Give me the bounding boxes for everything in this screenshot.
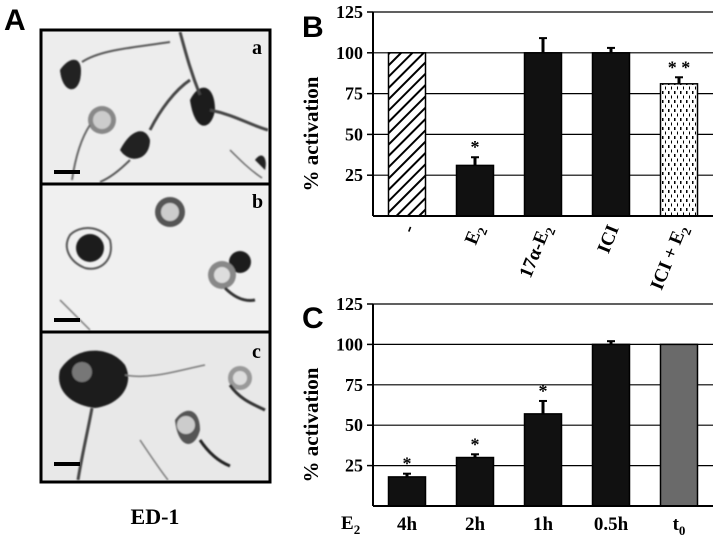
micrograph-a-letter: a xyxy=(252,37,262,59)
chart-b-significance: * * xyxy=(668,57,691,77)
chart-b-bar xyxy=(659,83,699,217)
chart-c-category-label: 1h xyxy=(533,514,554,535)
chart-c-ytick-label: 75 xyxy=(345,375,363,395)
chart-b-bar xyxy=(523,52,563,217)
chart-b-significance: * xyxy=(471,137,480,157)
chart-c-ytick-label: 125 xyxy=(336,294,363,314)
micrograph-b: b xyxy=(39,182,272,334)
chart-b: 25 50 75 100 125 % activation - * E2 17α-E2 ICI * *… xyxy=(299,2,713,294)
chart-b-ylabel: % activation xyxy=(299,76,323,191)
chart-b-category-label: ICI xyxy=(593,222,623,256)
chart-b-category-label: ICI + E2 xyxy=(647,222,695,294)
chart-c-significance: * xyxy=(539,381,548,401)
chart-c-ytick-label: 25 xyxy=(345,456,363,476)
panel-a-caption: ED-1 xyxy=(131,504,180,529)
panel-a-letter: A xyxy=(4,4,26,37)
micrograph-c: c xyxy=(39,330,272,484)
chart-b-ytick-label: 50 xyxy=(345,124,363,144)
chart-c-category-label: 4h xyxy=(397,514,418,535)
panel-c-letter: C xyxy=(302,302,324,335)
chart-c-bar xyxy=(591,343,631,507)
chart-b-bar xyxy=(387,52,427,217)
chart-b-category-label: - xyxy=(398,222,420,236)
chart-b-category-label: E2 xyxy=(461,222,490,249)
chart-c-significance: * xyxy=(471,434,480,454)
chart-c-bar xyxy=(455,456,495,507)
chart-b-ytick-label: 100 xyxy=(336,43,363,63)
chart-c-bar xyxy=(523,413,563,507)
panel-b-letter: B xyxy=(302,11,324,44)
chart-c-category-label: 2h xyxy=(465,514,486,535)
panel-a-micrographs: a b xyxy=(39,28,272,484)
chart-c-category-label: 0.5h xyxy=(594,514,629,535)
micrograph-c-letter: c xyxy=(252,341,261,363)
chart-b-ytick-label: 75 xyxy=(345,84,363,104)
micrograph-b-letter: b xyxy=(252,191,263,213)
chart-c-row-label: E2 xyxy=(341,513,360,537)
chart-c-ytick-label: 50 xyxy=(345,415,363,435)
chart-b-bar xyxy=(455,164,495,217)
chart-c-ytick-label: 100 xyxy=(336,334,363,354)
chart-b-ytick-label: 25 xyxy=(345,165,363,185)
chart-c: 25 50 75 100 125 % activation * 4h * 2h * 1h 0.5h t0 xyxy=(299,294,713,538)
micrograph-a: a xyxy=(39,28,272,186)
chart-b-ytick-label: 125 xyxy=(336,2,363,22)
chart-c-bar xyxy=(659,343,699,507)
chart-b-category-label: 17α-E2 xyxy=(516,222,559,282)
chart-b-bar xyxy=(591,52,631,217)
chart-c-category-label: t0 xyxy=(673,514,686,538)
chart-c-bar xyxy=(387,476,427,507)
chart-c-significance: * xyxy=(403,454,412,474)
chart-c-ylabel: % activation xyxy=(299,367,323,482)
